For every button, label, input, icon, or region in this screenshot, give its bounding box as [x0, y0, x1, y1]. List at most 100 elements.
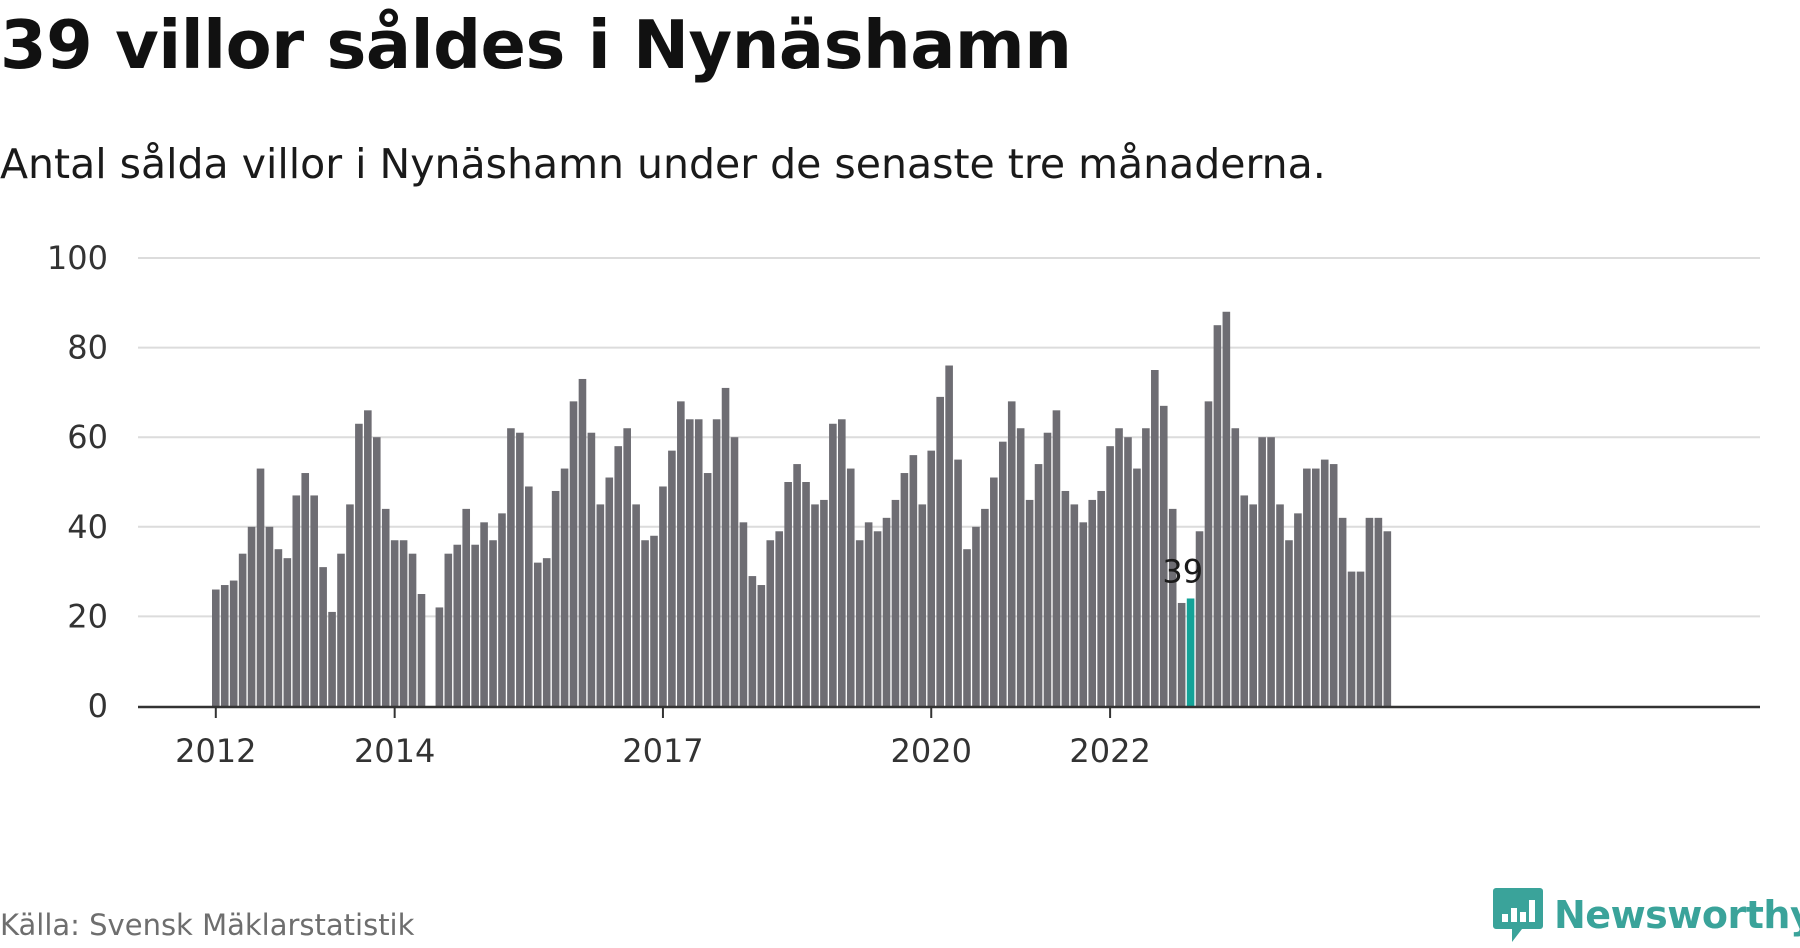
bar	[1088, 499, 1097, 706]
y-tick-label-40: 40	[67, 508, 108, 546]
bar	[587, 432, 596, 706]
y-tick-label-0: 0	[88, 687, 108, 725]
x-tick-label-2017: 2017	[622, 732, 703, 770]
bar	[918, 504, 927, 706]
bar	[1061, 490, 1070, 706]
bar	[829, 423, 837, 706]
bar	[1285, 540, 1293, 706]
bar	[605, 477, 614, 706]
bar	[641, 540, 649, 706]
bar	[408, 553, 417, 706]
x-tick-label-2012: 2012	[175, 732, 256, 770]
bar	[1097, 490, 1105, 706]
brand-logo[interactable]: Newsworthy	[1492, 886, 1800, 944]
y-tick-label-20: 20	[67, 597, 108, 635]
bar	[1043, 432, 1052, 706]
bar	[560, 468, 569, 706]
bar	[811, 504, 819, 706]
bar	[444, 553, 453, 706]
bar	[739, 522, 748, 706]
bar	[873, 531, 882, 706]
bar	[775, 531, 784, 706]
bar	[1204, 401, 1213, 706]
bar	[1294, 513, 1302, 706]
bar	[1311, 468, 1320, 706]
y-tick-label-100: 100	[47, 239, 108, 277]
bar	[229, 580, 238, 706]
bar	[247, 526, 256, 706]
x-tick-label-2022: 2022	[1069, 732, 1150, 770]
bar	[551, 490, 560, 706]
bar	[793, 464, 801, 706]
bar	[1052, 410, 1061, 706]
bar	[372, 437, 381, 706]
bar	[498, 513, 506, 706]
bar	[614, 446, 623, 706]
bar	[1231, 428, 1240, 706]
bar	[489, 540, 497, 706]
bar	[650, 535, 658, 706]
bar	[1106, 446, 1114, 706]
bar	[1177, 602, 1186, 706]
bar	[1347, 571, 1356, 706]
bar	[1195, 531, 1204, 706]
bar	[659, 486, 667, 706]
bar	[721, 387, 730, 706]
bar	[694, 419, 703, 706]
bar	[909, 455, 918, 706]
bar	[1365, 517, 1374, 706]
bar	[328, 611, 336, 706]
bar	[283, 558, 292, 706]
bar	[855, 540, 864, 706]
highlight-value-label: 39	[1162, 552, 1203, 590]
bar	[846, 468, 855, 706]
bar	[1338, 517, 1347, 706]
bar	[569, 401, 578, 706]
newsworthy-logo-icon	[1493, 888, 1543, 942]
bar	[972, 526, 980, 706]
bar	[212, 589, 220, 706]
bar	[882, 517, 891, 706]
bar	[525, 486, 533, 706]
bar	[954, 459, 962, 706]
bar	[390, 540, 399, 706]
bar	[355, 423, 363, 706]
bar	[542, 558, 551, 706]
bar	[346, 504, 354, 706]
bar	[1079, 522, 1088, 706]
bar	[981, 508, 989, 706]
bar	[274, 549, 283, 706]
bar	[1258, 437, 1266, 706]
bar	[712, 419, 721, 706]
bar	[632, 504, 640, 706]
bar	[578, 378, 587, 706]
bar	[900, 473, 909, 706]
bar	[1007, 401, 1016, 706]
bar	[891, 499, 900, 706]
bar	[1133, 468, 1141, 706]
bar	[533, 562, 542, 706]
bar	[256, 468, 265, 706]
y-tick-label-80: 80	[67, 329, 108, 367]
bar	[623, 428, 631, 706]
bar	[265, 526, 274, 706]
bar	[748, 576, 757, 706]
bar	[399, 540, 408, 706]
bar	[1213, 325, 1222, 706]
bar	[364, 410, 372, 706]
bar	[1303, 468, 1311, 706]
bar	[838, 419, 846, 706]
bar-highlight	[1186, 598, 1195, 706]
bar	[1383, 531, 1392, 706]
bar	[757, 585, 766, 706]
bar	[1276, 504, 1284, 706]
bar	[462, 508, 471, 706]
brand-name: Newsworthy	[1554, 893, 1800, 937]
bar	[685, 419, 694, 706]
bar	[319, 567, 327, 706]
x-tick-label-2020: 2020	[891, 732, 972, 770]
bar	[864, 522, 873, 706]
chart-title: 39 villor såldes i Nynäshamn	[0, 6, 1072, 84]
bar	[1142, 428, 1150, 706]
